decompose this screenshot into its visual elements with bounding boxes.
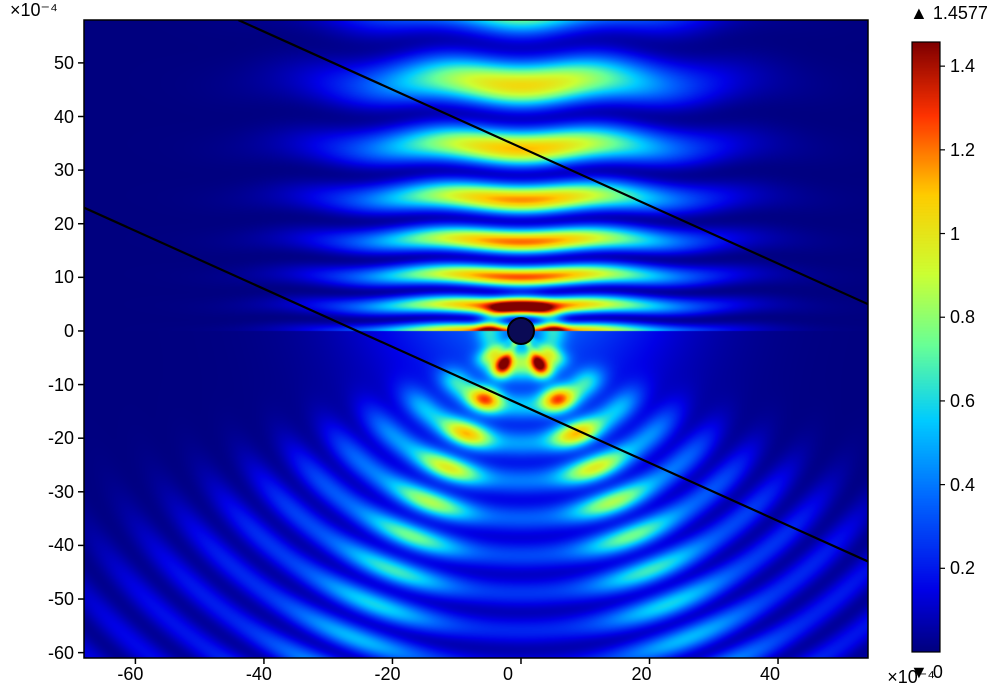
colorbar-max-label: ▲ 1.4577 [910, 3, 988, 24]
colorbar-min-value: 0 [933, 662, 943, 682]
colorbar-overlay [0, 0, 995, 693]
up-triangle-icon: ▲ [910, 3, 928, 23]
colorbar-min-label: ▼ 0 [910, 662, 943, 683]
colorbar-tick-label: 1 [950, 224, 960, 245]
down-triangle-icon: ▼ [910, 662, 928, 682]
colorbar-tick-label: 0.4 [950, 475, 975, 496]
colorbar-max-value: 1.4577 [933, 3, 988, 23]
chart-stage: ×10⁻⁴ -60-50-40-30-20-1001020304050 -60-… [0, 0, 995, 693]
colorbar-tick-label: 0.2 [950, 558, 975, 579]
colorbar-tick-label: 0.8 [950, 307, 975, 328]
colorbar-tick-label: 1.4 [950, 56, 975, 77]
colorbar-tick-label: 1.2 [950, 140, 975, 161]
colorbar-tick-label: 0.6 [950, 391, 975, 412]
